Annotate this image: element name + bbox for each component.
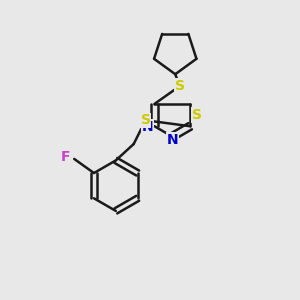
Text: S: S: [175, 79, 185, 93]
Text: N: N: [142, 120, 154, 134]
Text: N: N: [167, 133, 179, 147]
Text: F: F: [61, 149, 70, 164]
Text: S: S: [192, 108, 202, 122]
Text: S: S: [140, 113, 151, 127]
